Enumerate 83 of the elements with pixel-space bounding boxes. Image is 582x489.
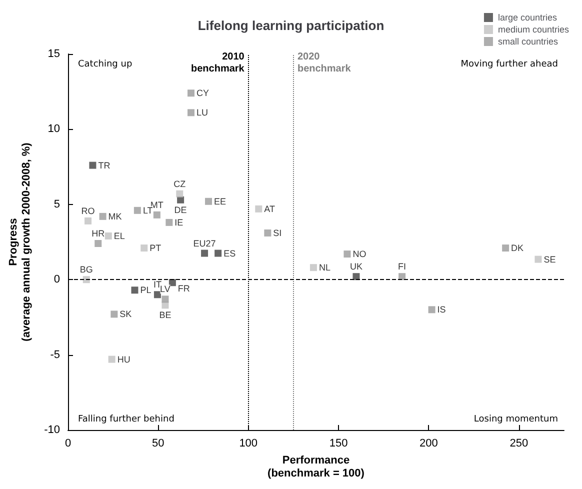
- x-axis-title: Performance (benchmark = 100): [268, 454, 365, 480]
- x-tick-label: 150: [329, 438, 348, 450]
- legend-label: small countries: [498, 36, 558, 46]
- data-label: EE: [214, 196, 226, 206]
- point: [154, 291, 161, 298]
- data-label: SK: [120, 309, 132, 320]
- data-label: SE: [544, 254, 556, 264]
- point: [110, 310, 118, 318]
- data-label: LT: [142, 205, 154, 216]
- point: [344, 250, 351, 258]
- point: [99, 212, 106, 220]
- data-label: CZ: [174, 178, 186, 189]
- data-label: BE: [159, 310, 172, 320]
- data-label: FR: [178, 284, 190, 294]
- point: [89, 162, 96, 169]
- ref-line-label: 2020 benchmark: [297, 52, 352, 74]
- data-label: UK: [350, 262, 362, 272]
- data-label: IS: [437, 304, 446, 315]
- data-label: LU: [196, 108, 208, 118]
- y-tick-label: 10: [48, 123, 60, 136]
- data-label: FI: [398, 262, 406, 272]
- legend-label: medium countries: [498, 24, 570, 34]
- point: [188, 90, 195, 97]
- annotation: Falling further behind: [78, 414, 174, 424]
- point: [310, 264, 317, 272]
- point: [201, 250, 208, 257]
- annotation: Catching up: [78, 60, 132, 70]
- data-label: EU27: [193, 238, 216, 248]
- y-tick-label: 0: [54, 274, 60, 286]
- point: [428, 306, 436, 314]
- point: [153, 211, 160, 218]
- data-label: MK: [108, 211, 122, 222]
- x-tick-label: 50: [152, 438, 164, 450]
- data-label: LV: [160, 284, 170, 294]
- point: [166, 218, 173, 226]
- point: [162, 296, 169, 303]
- point: [104, 232, 112, 240]
- data-label: NO: [352, 249, 366, 260]
- data-label: BG: [80, 264, 93, 275]
- x-tick-label: 100: [239, 438, 258, 450]
- data-label: DK: [511, 243, 524, 254]
- data-label: PT: [150, 243, 162, 254]
- data-label: HU: [117, 354, 130, 364]
- y-tick-label: 5: [54, 198, 60, 210]
- data-label: TR: [98, 160, 111, 170]
- point: [188, 109, 195, 116]
- point: [176, 190, 184, 198]
- point: [205, 198, 212, 205]
- data-label: NL: [318, 262, 330, 273]
- point: [214, 250, 222, 257]
- point: [108, 356, 116, 363]
- data-label: IE: [174, 217, 184, 228]
- data-label: SI: [273, 228, 282, 238]
- point: [131, 286, 138, 294]
- y-axis-title: Progress (average annual growth 2000-2008, %): [8, 142, 33, 342]
- point: [534, 256, 542, 263]
- x-tick-label: 250: [510, 438, 528, 450]
- data-label: RO: [81, 206, 95, 216]
- data-label: DE: [174, 204, 187, 215]
- point: [255, 205, 262, 212]
- point: [94, 240, 102, 248]
- data-label: EL: [114, 230, 125, 241]
- data-label: ES: [224, 248, 236, 258]
- point: [140, 244, 148, 252]
- chart-title: Lifelong learning participation: [198, 18, 384, 33]
- point: [84, 217, 92, 224]
- data-label: IT: [153, 280, 162, 290]
- y-tick-label: -5: [50, 348, 60, 361]
- data-label: AT: [264, 204, 276, 214]
- data-label: PL: [140, 285, 152, 296]
- y-tick-label: 15: [48, 48, 60, 60]
- legend-label: large countries: [498, 12, 558, 22]
- annotation: Moving further ahead: [460, 60, 558, 70]
- annotation: Losing momentum: [474, 414, 558, 424]
- point: [264, 229, 272, 236]
- point: [134, 206, 141, 214]
- data-label: HR: [92, 228, 106, 239]
- x-tick-label: 200: [420, 438, 438, 450]
- point: [502, 244, 510, 252]
- data-label: CY: [196, 88, 210, 98]
- ref-line-label: 2010 benchmark: [191, 52, 245, 74]
- x-tick-label: 0: [64, 438, 72, 450]
- y-tick-label: -10: [44, 424, 60, 436]
